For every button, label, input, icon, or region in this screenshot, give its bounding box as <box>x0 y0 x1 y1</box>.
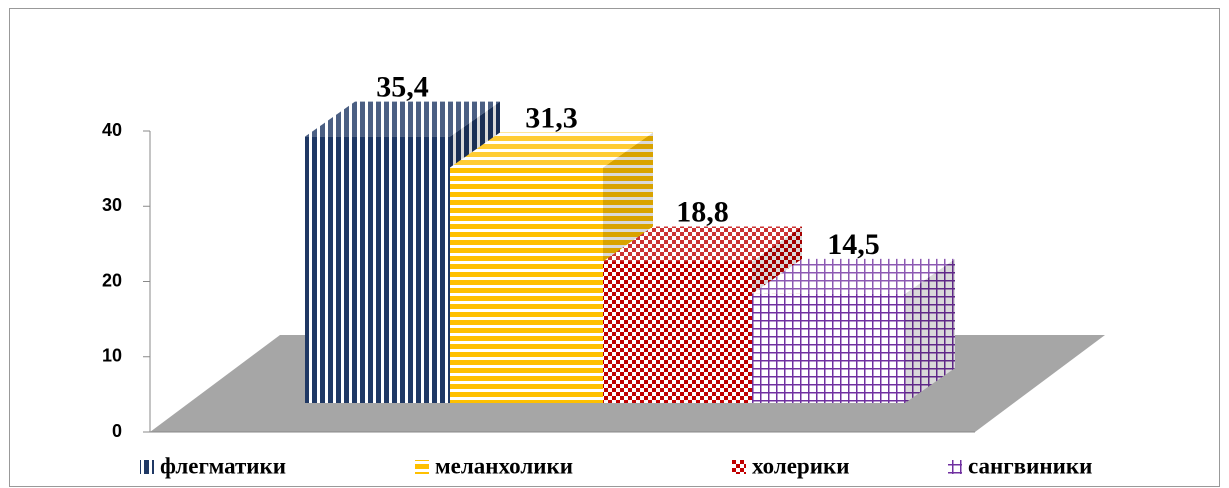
value-label: 18,8 <box>676 196 729 229</box>
bar-top <box>752 258 955 294</box>
value-label: 14,5 <box>827 228 880 261</box>
bar-front <box>752 293 905 403</box>
value-label: 35,4 <box>376 71 429 104</box>
bar-top <box>305 101 500 137</box>
y-tick-label: 40 <box>102 120 122 140</box>
bar-side-shade <box>905 258 955 403</box>
bar-top-shade <box>603 226 802 262</box>
bar-side <box>905 258 955 403</box>
legend-swatch <box>948 460 962 474</box>
legend-label: флегматики <box>160 453 286 478</box>
bar-front <box>603 261 752 403</box>
value-label: 31,3 <box>525 101 578 134</box>
bar-front <box>450 167 603 403</box>
y-tick-label: 20 <box>102 270 122 290</box>
y-tick-label: 30 <box>102 195 122 215</box>
bar-top-shade <box>305 101 500 137</box>
legend-swatch <box>732 460 746 474</box>
y-tick-label: 10 <box>102 346 122 366</box>
y-tick-label: 0 <box>112 421 122 441</box>
bar-top-shade <box>752 258 955 294</box>
legend-swatch <box>140 460 154 474</box>
bar-top-shade <box>450 132 653 168</box>
bar-front <box>305 136 450 404</box>
bar-top <box>450 132 653 168</box>
legend-label: меланхолики <box>435 453 573 478</box>
legend-swatch <box>415 460 429 474</box>
legend-label: холерики <box>752 453 849 478</box>
bar-top <box>603 226 802 262</box>
legend-label: сангвиники <box>968 453 1092 478</box>
